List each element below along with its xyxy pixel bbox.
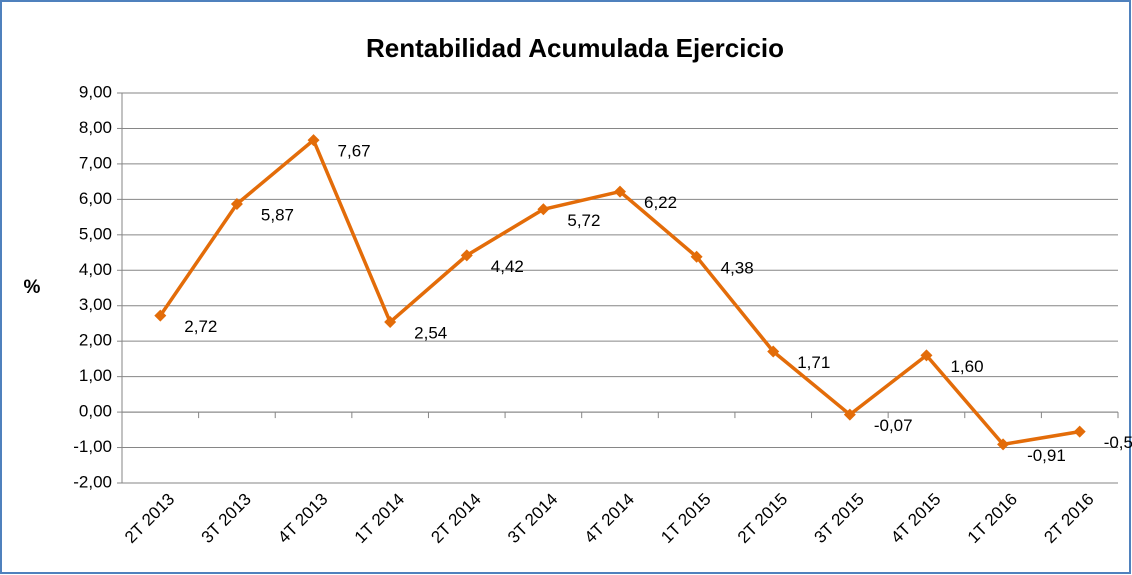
data-label: -0,91 [1027, 446, 1066, 465]
y-tick-label: 0,00 [79, 402, 112, 421]
data-label: 5,87 [261, 205, 294, 224]
y-tick-label: -1,00 [73, 437, 112, 456]
y-tick-label: -2,00 [73, 472, 112, 491]
marker [230, 197, 243, 210]
data-label: 1,71 [797, 353, 830, 372]
data-label: 2,72 [184, 317, 217, 336]
chart-title: Rentabilidad Acumulada Ejercicio [366, 33, 784, 63]
data-label: 4,42 [491, 257, 524, 276]
data-label: 2,54 [414, 324, 447, 343]
y-tick-label: 6,00 [79, 189, 112, 208]
marker [767, 345, 780, 358]
marker [843, 408, 856, 421]
marker [920, 349, 933, 362]
marker [1073, 425, 1086, 438]
marker [537, 203, 550, 216]
y-tick-label: 8,00 [79, 118, 112, 137]
y-tick-label: 1,00 [79, 366, 112, 385]
y-tick-label: 7,00 [79, 153, 112, 172]
marker [154, 309, 167, 322]
y-tick-label: 2,00 [79, 331, 112, 350]
y-tick-label: 9,00 [79, 82, 112, 101]
y-axis-label: % [24, 277, 41, 298]
marker [614, 185, 626, 198]
y-tick-label: 5,00 [79, 224, 112, 243]
marker [460, 249, 473, 262]
data-label: 7,67 [338, 142, 371, 161]
data-label: 5,72 [567, 211, 600, 230]
y-tick-label: 3,00 [79, 295, 112, 314]
marker [384, 316, 397, 329]
data-label: 1,60 [950, 357, 983, 376]
marker [690, 250, 703, 263]
data-label: -0,07 [874, 416, 913, 435]
y-tick-label: 4,00 [79, 260, 112, 279]
marker [997, 438, 1010, 451]
data-label: -0,55 [1104, 433, 1132, 452]
data-label: 4,38 [721, 258, 754, 277]
data-label: 6,22 [644, 193, 677, 212]
marker [307, 134, 320, 147]
